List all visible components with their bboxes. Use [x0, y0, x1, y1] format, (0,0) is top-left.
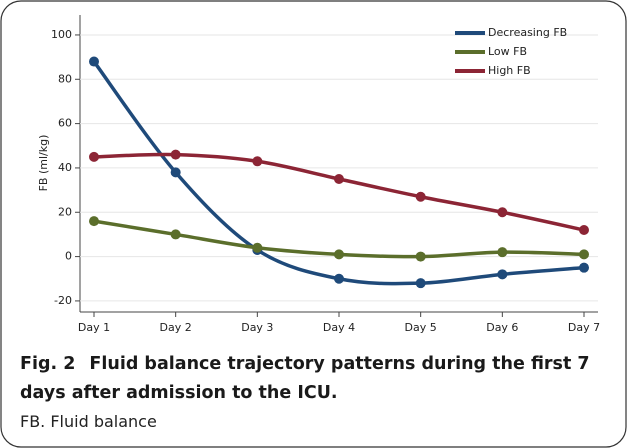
y-tick-label: -20 [54, 294, 72, 307]
x-tick-label: Day 6 [486, 321, 518, 334]
data-point [334, 249, 344, 260]
data-point [497, 247, 508, 258]
x-tick-label: Day 7 [568, 321, 600, 334]
y-tick-label: 100 [51, 28, 72, 41]
x-tick-label: Day 3 [241, 321, 273, 334]
data-point [579, 262, 589, 273]
y-tick-label: 80 [58, 72, 72, 85]
data-point [252, 242, 263, 253]
y-tick-label: 0 [65, 250, 72, 263]
data-point [415, 278, 426, 289]
data-point [415, 251, 426, 262]
x-tick-label: Day 5 [405, 321, 437, 334]
data-point [415, 191, 426, 202]
x-tick-label: Day 4 [323, 321, 355, 334]
data-point [170, 167, 181, 178]
data-point [334, 174, 344, 185]
data-point [89, 216, 99, 227]
y-tick-label: 40 [58, 161, 72, 174]
data-point [579, 224, 589, 235]
data-point [497, 269, 508, 280]
caption-text: Fluid balance trajectory patterns during… [20, 354, 590, 403]
legend-label: Decreasing FB [488, 26, 567, 39]
caption-label: Fig. 2 [20, 354, 76, 374]
data-point [497, 207, 508, 218]
data-point [252, 156, 263, 167]
data-point [89, 151, 99, 162]
series-line [93, 152, 585, 232]
y-axis-label: FB (ml/kg) [37, 135, 50, 192]
caption: Fig. 2 Fluid balance trajectory patterns … [20, 350, 610, 408]
legend-label: High FB [488, 64, 531, 77]
data-point [170, 229, 181, 240]
data-point [334, 273, 344, 284]
data-point [579, 249, 589, 260]
y-tick-label: 60 [58, 117, 72, 130]
x-tick-label: Day 1 [78, 321, 110, 334]
data-point [170, 149, 181, 160]
x-tick-label: Day 2 [160, 321, 192, 334]
data-point [89, 56, 99, 67]
y-tick-label: 20 [58, 205, 72, 218]
legend-label: Low FB [488, 45, 527, 58]
footnote: FB. Fluid balance [20, 412, 157, 431]
